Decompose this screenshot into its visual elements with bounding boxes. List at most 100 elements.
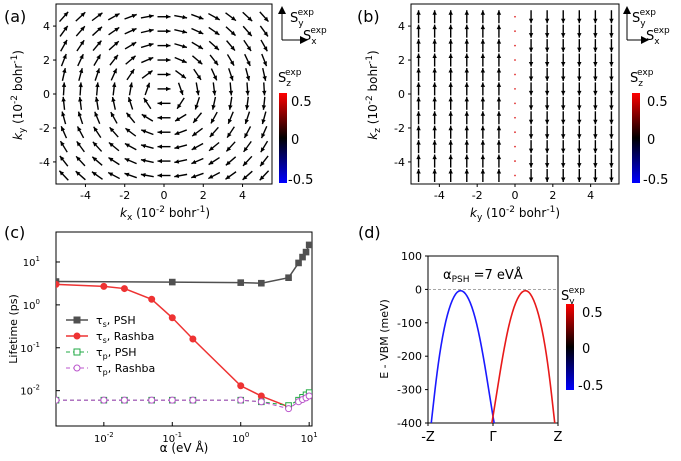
panel-a-arrow-head <box>197 59 203 65</box>
panel-c-legend-marker <box>73 364 81 372</box>
panel-b-arrow-head <box>496 140 502 145</box>
panel-a-arrow-head <box>112 68 117 74</box>
panel-b-arrow-head <box>480 125 486 131</box>
panel-a-arrow-head <box>131 42 137 47</box>
panel-b-arrow-head <box>496 53 502 59</box>
panel-d-xtick-label: Γ <box>489 430 497 445</box>
panel-a-arrow-head <box>230 45 235 51</box>
panel-b-center-dot <box>514 102 516 105</box>
panel-b-arrow-head <box>577 148 582 154</box>
panel-a-arrow-head <box>179 90 184 96</box>
panel-a-arrow-head <box>175 116 181 122</box>
panel-c-ytick-label: 100 <box>23 298 40 312</box>
panel-a-arrow-head <box>114 27 120 32</box>
panel-b-arrow-head <box>464 125 469 131</box>
panel-b-arrow-head <box>416 169 421 174</box>
panel-a-arrow-head <box>157 130 162 135</box>
panel-a-xtick-label: -2 <box>119 189 130 202</box>
panel-b-arrow-head <box>593 33 598 38</box>
panel-b-arrow-head <box>432 140 437 145</box>
panel-a-sy-label: Syexp <box>290 8 314 29</box>
panel-b-arrow-head <box>561 134 566 139</box>
panel-b-arrow-head <box>496 111 502 116</box>
panel-b-colorbar-bar <box>632 93 640 183</box>
panel-b-arrow-head <box>561 76 566 81</box>
panel-c-point <box>120 396 128 404</box>
panel-b-arrow-head <box>496 154 502 160</box>
panel-b-arrow-head <box>609 62 614 67</box>
panel-b-arrow-head <box>528 163 534 168</box>
panel-b-arrow-head <box>528 177 534 183</box>
panel-b-arrow-head <box>480 96 486 102</box>
panel-b-arrow-head <box>577 119 582 125</box>
panel-b-arrow-head <box>561 62 566 67</box>
panel-d-series <box>430 289 556 423</box>
panel-b-arrow-head <box>609 177 614 183</box>
panel-b-arrow-head <box>448 140 453 145</box>
panel-b-arrow-head <box>593 119 598 125</box>
panel-a-arrow-head <box>227 132 232 138</box>
panel-c: (c) 10-2 10-1 100 101 10-2 10-1 100 101 τs, PSH… <box>4 223 318 455</box>
panel-a-arrow-head <box>91 171 97 177</box>
panel-b-arrow-head <box>432 67 437 73</box>
panel-c-point <box>189 396 197 404</box>
panel-b-arrow-head <box>593 90 598 96</box>
panel-a-arrow-head <box>63 25 68 31</box>
panel-c-legend-label: τp, Rashba <box>96 362 155 377</box>
panel-c-point <box>237 382 245 390</box>
panel-d-colorbar-tick: 0 <box>582 342 590 357</box>
panel-a-arrow-head <box>166 43 171 48</box>
panel-b-arrow-head <box>416 82 421 87</box>
panel-a-arrow-head <box>208 174 214 179</box>
panel-a-spin-axes: Syexp Sxexp <box>278 6 327 47</box>
panel-a-arrow-head <box>109 127 115 133</box>
panel-b-arrow-head <box>416 125 421 131</box>
panel-b-arrow-head <box>561 148 566 154</box>
panel-b-arrow-head <box>609 105 614 110</box>
panel-b-arrow-head <box>448 154 453 160</box>
panel-a-arrow-head <box>140 172 146 178</box>
panel-b-ytick-label: 2 <box>398 54 405 67</box>
panel-b-arrow-head <box>544 134 550 139</box>
panel-a-arrow-head <box>108 157 114 162</box>
panel-a-arrow-head <box>111 82 117 88</box>
panel-a-arrow-head <box>111 96 116 102</box>
panel-b-center-dot <box>514 116 516 119</box>
panel-a-arrow-head <box>141 143 146 149</box>
panel-a-arrow-head <box>211 104 216 110</box>
panel-c-ticks: 10-2 10-1 100 101 10-2 10-1 100 101 <box>20 255 317 445</box>
panel-a-arrow-head <box>110 112 115 118</box>
panel-b-arrow-head <box>561 119 566 125</box>
panel-b-arrow-head <box>528 90 534 96</box>
panel-b-arrow-head <box>544 148 550 154</box>
panel-c-point <box>295 259 302 267</box>
panel-c-legend-label: τs, PSH <box>96 314 136 329</box>
panel-b-arrow-head <box>593 134 598 139</box>
panel-b-arrow-head <box>593 177 598 183</box>
panel-b: (b) -4 -2 0 2 4 4 2 0 -2 -4 ky (10-2 bohr-1) kz (… <box>357 3 670 223</box>
panel-a-arrow-head <box>63 11 69 17</box>
panel-a-arrow-head <box>182 29 188 34</box>
panel-b-arrow-head <box>577 47 582 53</box>
panel-a-arrow-head <box>191 159 197 164</box>
panel-c-point <box>168 314 176 322</box>
panel-a-arrow-head <box>259 175 265 181</box>
panel-b-center-dot <box>514 59 516 61</box>
panel-d-ytick-label: -300 <box>397 384 422 397</box>
panel-b-center-dot <box>514 73 516 76</box>
panel-a-ytick-label: 2 <box>43 54 50 67</box>
panel-c-ytick-label: 10-1 <box>20 341 40 355</box>
panel-b-arrow-head <box>593 47 598 53</box>
panel-b-arrow-head <box>464 169 469 174</box>
panel-a-arrow-head <box>245 105 250 110</box>
panel-b-arrow-head <box>496 169 502 174</box>
panel-a-xtick-label: -4 <box>80 189 91 202</box>
panel-a-arrow-head <box>124 158 130 163</box>
panel-b-arrow-head <box>544 18 550 24</box>
panel-d-colorbar: Syexp 0.5 0 -0.5 <box>561 286 603 394</box>
panel-b-label: (b) <box>357 7 380 26</box>
panel-d: (d) 100 0 -100 -200 -300 -400-Z Γ Z αPSH =7 eVÅ… <box>358 223 603 445</box>
panel-a-arrow-head <box>125 128 131 133</box>
panel-a-arrow-head <box>78 82 83 88</box>
